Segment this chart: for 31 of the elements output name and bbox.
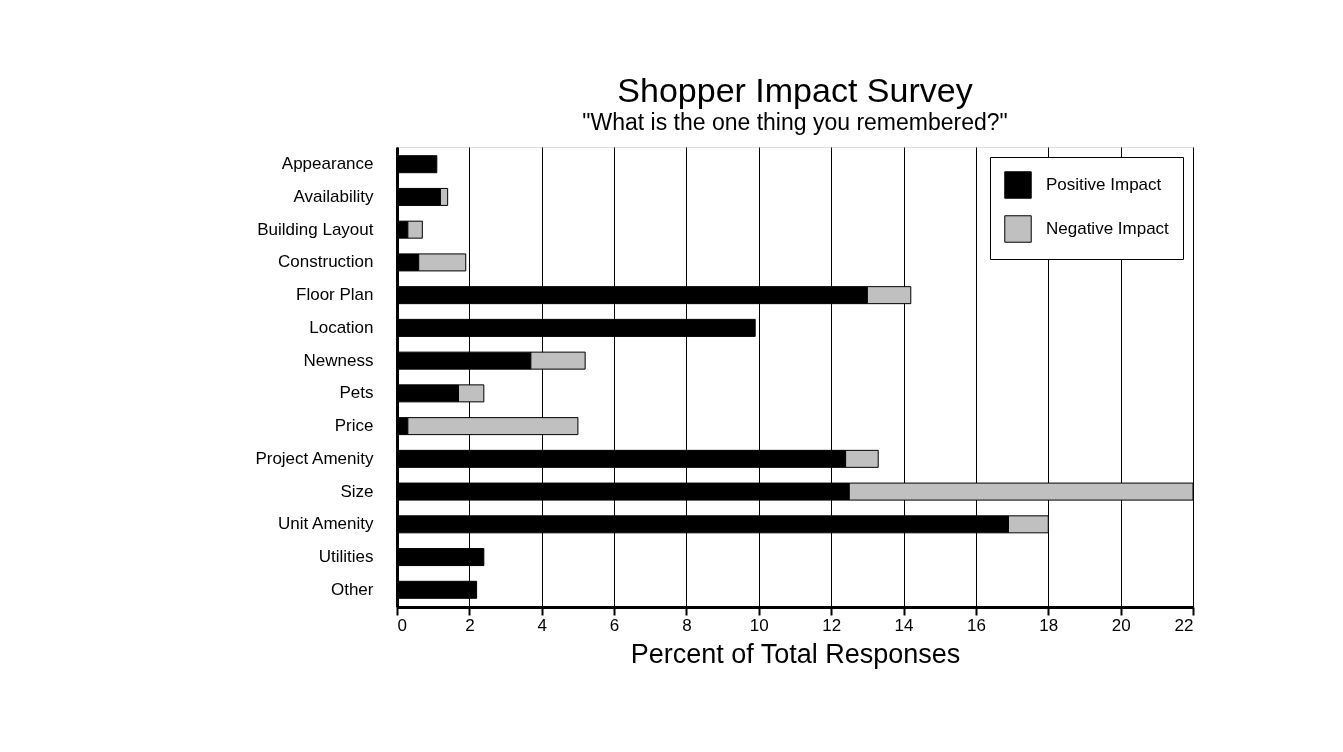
legend-label: Negative Impact: [1046, 219, 1170, 238]
chart-title: Shopper Impact Survey: [617, 71, 973, 109]
x-tick-label: 20: [1111, 615, 1131, 635]
x-tick-label: 22: [1174, 615, 1194, 635]
x-tick-label: 4: [537, 615, 547, 635]
legend-label: Positive Impact: [1046, 175, 1162, 194]
y-tick-label: Price: [334, 416, 374, 436]
x-tick-label: 10: [749, 615, 769, 635]
chart-subtitle: "What is the one thing you remembered?": [582, 109, 1008, 135]
x-tick-label: 6: [609, 615, 620, 635]
x-tick-label: 16: [966, 615, 986, 635]
y-tick-label: Floor Plan: [296, 285, 374, 305]
y-tick-label: Construction: [278, 252, 374, 272]
x-tick-label: 12: [822, 615, 842, 635]
y-tick-label: Unit Amenity: [278, 514, 374, 534]
y-tick-label: Building Layout: [257, 219, 374, 239]
y-tick-label: Other: [330, 579, 374, 599]
x-tick-label: 8: [682, 615, 692, 635]
y-tick-label: Utilities: [318, 547, 374, 567]
x-tick-label: 14: [894, 615, 914, 635]
x-tick-label: 2: [465, 615, 475, 635]
y-tick-label: Location: [309, 317, 374, 337]
y-tick-label: Size: [340, 481, 374, 501]
x-axis-title: Percent of Total Responses: [630, 638, 961, 669]
x-tick-label: 0: [397, 615, 407, 635]
y-tick-label: Pets: [339, 383, 374, 403]
y-tick-label: Availability: [293, 186, 374, 206]
x-tick-label: 18: [1039, 615, 1059, 635]
y-tick-label: Project Amenity: [255, 448, 374, 468]
y-tick-label: Newness: [303, 350, 374, 370]
y-tick-label: Appearance: [281, 154, 374, 174]
